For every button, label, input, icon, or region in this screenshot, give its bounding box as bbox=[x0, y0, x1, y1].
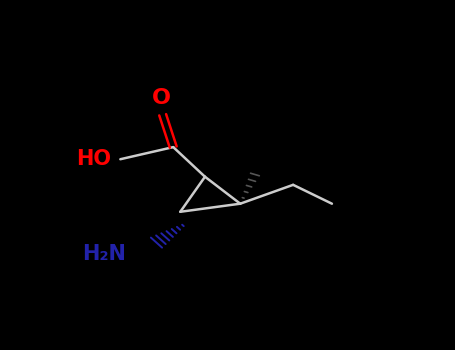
Text: H₂N: H₂N bbox=[82, 244, 126, 264]
Text: HO: HO bbox=[76, 149, 111, 169]
Text: O: O bbox=[152, 88, 171, 108]
